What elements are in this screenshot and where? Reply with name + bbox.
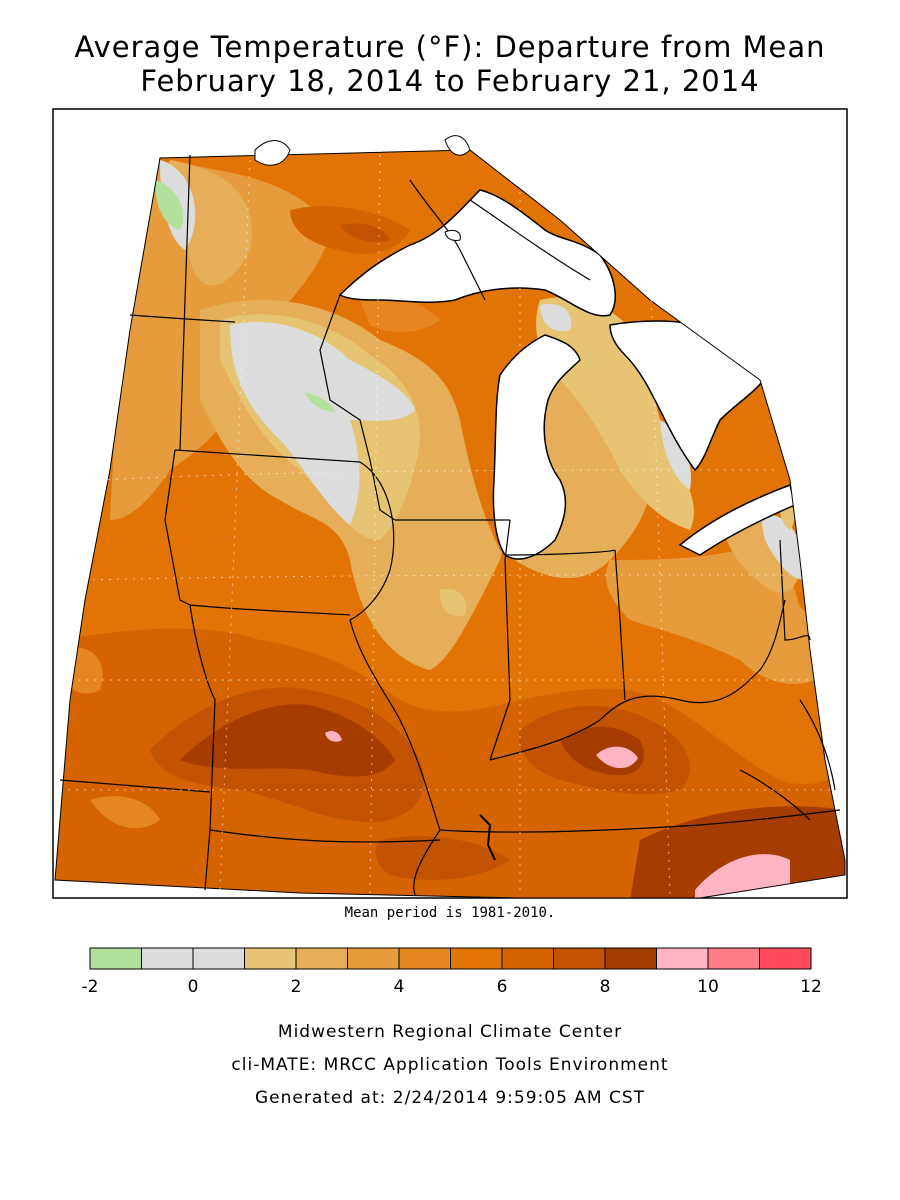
legend-swatch (347, 947, 400, 970)
legend-swatch (192, 947, 245, 970)
anomaly-zone-1 (230, 321, 415, 525)
ia-mo-border (189, 604, 351, 616)
footer-generated-timestamp: Generated at: 2/24/2014 9:59:05 AM CST (254, 1088, 646, 1108)
wv-va-border (799, 699, 836, 791)
mi-up-border (469, 199, 591, 281)
anomaly-zone-9 (325, 730, 342, 742)
anomaly-zone-neg (155, 180, 184, 230)
legend-swatch (89, 947, 142, 970)
ks-ok-border (59, 779, 211, 793)
mo-ar-border (209, 829, 441, 843)
anomaly-zone-9 (596, 746, 638, 769)
anomaly-zone-7 (340, 223, 390, 242)
legend-tick-label: 10 (697, 977, 719, 997)
legend-swatch (707, 947, 760, 970)
map-date-range: February 18, 2014 to February 21, 2014 (140, 64, 760, 98)
anomaly-zone-neg (305, 392, 335, 412)
map-title: Average Temperature (°F): Departure from… (74, 30, 826, 64)
isle-royale (444, 229, 461, 241)
map-frame (52, 108, 848, 899)
anomaly-zone-1 (540, 304, 572, 332)
legend-tick-label: 2 (290, 977, 302, 997)
anomaly-zone-2 (439, 589, 467, 617)
footer-organization: Midwestern Regional Climate Center (277, 1022, 623, 1042)
legend-swatch (553, 947, 606, 970)
graticule (59, 154, 830, 896)
ky-va-border (739, 769, 811, 821)
anomaly-zone-5 (360, 296, 440, 332)
mississippi-river (479, 814, 496, 861)
il-in-border (489, 519, 511, 761)
lake-michigan (492, 334, 581, 560)
domain-outline (54, 149, 846, 899)
color-legend (89, 947, 812, 970)
legend-tick-label: 0 (187, 977, 199, 997)
anomaly-zone-5 (90, 796, 160, 829)
anomaly-zone-1 (660, 420, 691, 490)
anomaly-zone-8 (630, 806, 845, 898)
state-boundaries (59, 154, 841, 896)
legend-swatch (398, 947, 451, 970)
legend-swatch (501, 947, 554, 970)
anomaly-zone-8 (180, 704, 395, 777)
island-north (444, 135, 471, 156)
ky-tn-border (439, 809, 841, 833)
mo-ks-border (189, 604, 216, 891)
in-oh-border (614, 549, 626, 701)
anomaly-zone-7 (375, 836, 510, 880)
mi-in-border (504, 549, 616, 556)
legend-swatch (141, 947, 194, 970)
oh-pa-border (779, 539, 811, 641)
footer-application: cli-MATE: MRCC Application Tools Environ… (231, 1055, 669, 1075)
wi-mi-up-border (409, 179, 486, 301)
legend-swatch (604, 947, 657, 970)
legend-swatch (295, 947, 348, 970)
ohio-river (489, 599, 786, 761)
legend-swatch (759, 947, 812, 970)
legend-tick-label: 8 (599, 977, 611, 997)
mean-period-note: Mean period is 1981-2010. (344, 905, 556, 921)
legend-swatch (656, 947, 709, 970)
ia-ne-border (164, 449, 191, 606)
legend-swatch (244, 947, 297, 970)
lake-superior (338, 189, 616, 317)
mn-dakota-border (179, 154, 191, 451)
legend-tick-label: 6 (496, 977, 508, 997)
legend-tick-label: -2 (81, 977, 99, 997)
lake-of-the-woods (254, 140, 291, 166)
mn-ia-border (174, 449, 361, 463)
legend-tick-label: 12 (800, 977, 822, 997)
legend-swatch (450, 947, 503, 970)
mn-wi-border (319, 294, 396, 521)
legend-tick-label: 4 (393, 977, 405, 997)
anomaly-zone-1 (760, 514, 805, 580)
ia-il-river (349, 461, 395, 621)
mo-il-river (349, 619, 441, 896)
temperature-shading (55, 150, 845, 898)
